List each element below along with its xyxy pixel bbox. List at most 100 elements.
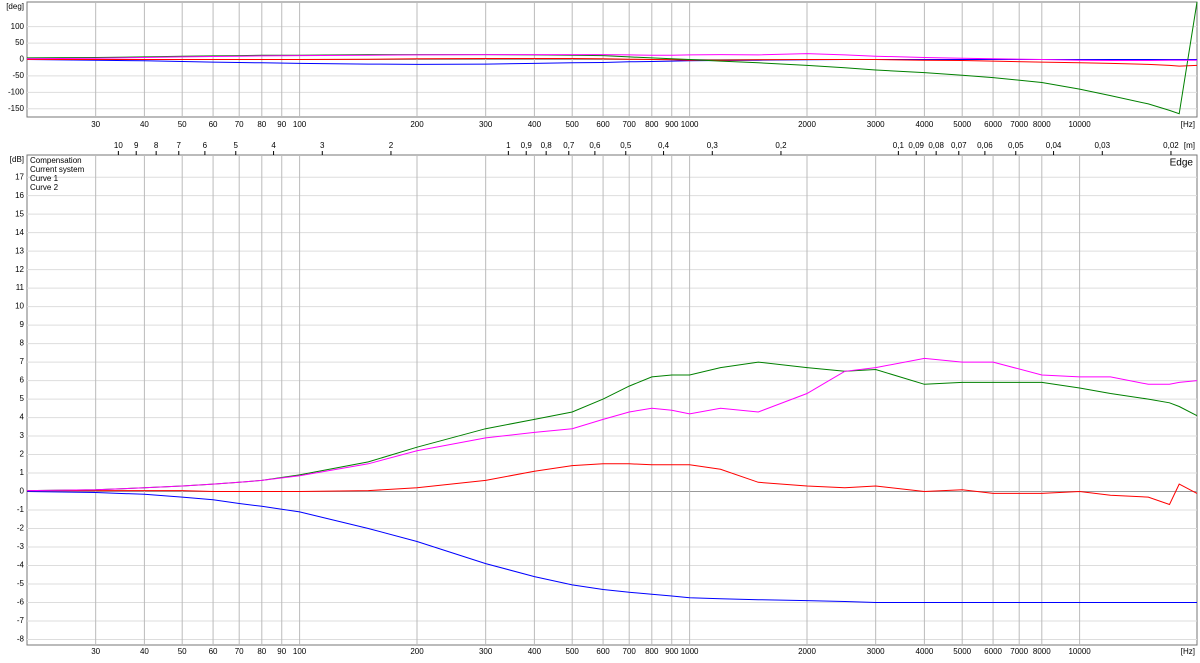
top-tick-label: 0,7 — [563, 141, 575, 150]
series-line — [27, 58, 1198, 67]
x-tick-label: 800 — [645, 647, 659, 656]
x-tick-label: 50 — [178, 647, 187, 656]
top-tick-label: 0,09 — [908, 141, 924, 150]
y-tick-label: 50 — [15, 38, 24, 47]
x-tick-label: 8000 — [1033, 120, 1051, 129]
y-tick-label: -7 — [17, 616, 25, 625]
y-tick-label: -150 — [8, 104, 25, 113]
x-tick-label: 500 — [566, 647, 580, 656]
legend-entry: Compensation — [30, 156, 82, 165]
top-tick-label: 0,3 — [707, 141, 719, 150]
x-tick-label: 200 — [410, 120, 424, 129]
top-tick-label: 0,9 — [521, 141, 533, 150]
y-tick-label: 13 — [15, 246, 24, 255]
x-tick-label: 100 — [293, 120, 307, 129]
top-tick-label: 0,06 — [977, 141, 993, 150]
x-tick-label: 3000 — [867, 647, 885, 656]
x-tick-label: 7000 — [1010, 647, 1028, 656]
y-tick-label: 3 — [20, 431, 25, 440]
x-tick-label: 70 — [235, 647, 244, 656]
top-tick-label: 0,8 — [541, 141, 553, 150]
x-tick-label: 900 — [665, 120, 679, 129]
x-tick-label: 60 — [209, 647, 218, 656]
x-tick-label: 600 — [596, 120, 610, 129]
x-tick-label: 5000 — [953, 647, 971, 656]
top-tick-label: 0,08 — [928, 141, 944, 150]
x-tick-label: 60 — [209, 120, 218, 129]
top-tick-label: 0,6 — [589, 141, 601, 150]
y-tick-label: -1 — [17, 505, 25, 514]
top-tick-label: 0,2 — [775, 141, 787, 150]
y-tick-label: 5 — [20, 394, 25, 403]
x-tick-label: 70 — [235, 120, 244, 129]
y-tick-label: -100 — [8, 87, 25, 96]
top-tick-label: 6 — [203, 141, 208, 150]
y-tick-label: 12 — [15, 265, 24, 274]
annotation: Edge — [1170, 158, 1194, 169]
y-tick-label: 10 — [15, 302, 24, 311]
top-tick-label: 0,05 — [1008, 141, 1024, 150]
x-tick-label: 80 — [257, 647, 266, 656]
top-tick-label: 5 — [234, 141, 239, 150]
x-tick-label: 2000 — [798, 120, 816, 129]
series-line — [26, 357, 1198, 492]
x-tick-label: 90 — [277, 120, 286, 129]
legend-entry: Curve 2 — [30, 183, 59, 192]
series-line — [26, 1, 1198, 115]
y-tick-label: -5 — [17, 579, 25, 588]
y-tick-label: -50 — [12, 71, 24, 80]
series-line — [27, 463, 1198, 506]
top-axis-unit: [m] — [1184, 141, 1195, 150]
top-tick-label: 0,4 — [658, 141, 670, 150]
x-tick-label: 400 — [528, 647, 542, 656]
x-tick-label: 1000 — [681, 120, 699, 129]
x-tick-label: 8000 — [1033, 647, 1051, 656]
x-tick-label: 40 — [140, 647, 149, 656]
y-tick-label: 11 — [16, 283, 25, 292]
top-tick-label: 0,03 — [1094, 141, 1110, 150]
x-tick-label: 1000 — [681, 647, 699, 656]
x-tick-label: 80 — [257, 120, 266, 129]
x-tick-label: 600 — [596, 647, 610, 656]
top-tick-label: 10 — [114, 141, 123, 150]
top-tick-label: 0,02 — [1163, 141, 1179, 150]
top-tick-label: 0,07 — [951, 141, 967, 150]
y-tick-label: 8 — [20, 339, 25, 348]
top-tick-label: 9 — [134, 141, 139, 150]
x-tick-label: 700 — [623, 120, 637, 129]
y-tick-label: 1 — [20, 468, 25, 477]
x-tick-label: 50 — [178, 120, 187, 129]
x-tick-label: 10000 — [1068, 647, 1091, 656]
x-axis-unit: [Hz] — [1181, 120, 1195, 129]
top-tick-label: 0,5 — [620, 141, 632, 150]
x-tick-label: 6000 — [984, 647, 1002, 656]
x-tick-label: 800 — [645, 120, 659, 129]
series-line — [26, 491, 1197, 603]
x-tick-label: 5000 — [953, 120, 971, 129]
top-tick-label: 3 — [320, 141, 325, 150]
y-tick-label: 0 — [20, 55, 25, 64]
y-axis-unit: [dB] — [10, 155, 24, 164]
series-line — [26, 53, 1197, 61]
x-tick-label: 30 — [91, 647, 100, 656]
top-tick-label: 1 — [506, 141, 511, 150]
y-tick-label: -6 — [17, 598, 25, 607]
y-tick-label: 16 — [15, 191, 24, 200]
x-tick-label: 300 — [479, 120, 493, 129]
x-tick-label: 100 — [293, 647, 307, 656]
y-tick-label: 4 — [20, 413, 25, 422]
x-tick-label: 30 — [91, 120, 100, 129]
x-tick-label: 3000 — [867, 120, 885, 129]
y-tick-label: 2 — [20, 450, 25, 459]
y-tick-label: 14 — [15, 228, 24, 237]
x-tick-label: 6000 — [984, 120, 1002, 129]
x-tick-label: 90 — [277, 647, 286, 656]
legend-entry: Curve 1 — [30, 174, 59, 183]
y-tick-label: -8 — [17, 635, 25, 644]
x-tick-label: 40 — [140, 120, 149, 129]
x-tick-label: 4000 — [916, 647, 934, 656]
top-tick-label: 4 — [271, 141, 276, 150]
y-tick-label: 15 — [15, 209, 24, 218]
